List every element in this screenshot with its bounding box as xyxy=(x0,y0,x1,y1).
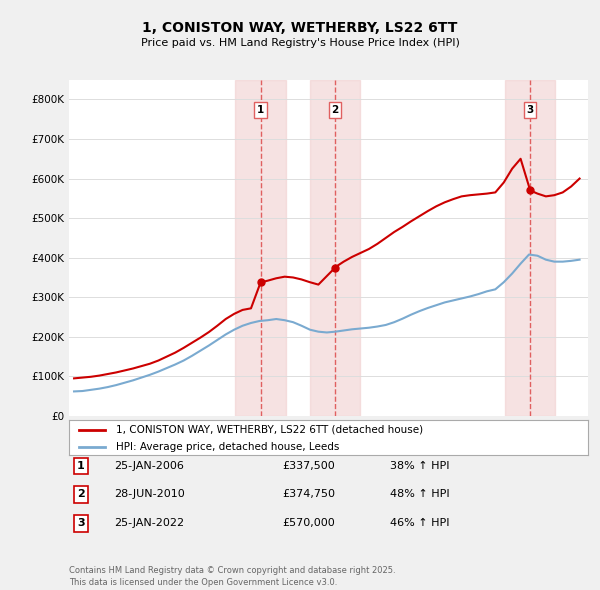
Text: £570,000: £570,000 xyxy=(282,519,335,528)
Bar xyxy=(310,80,361,416)
Text: Price paid vs. HM Land Registry's House Price Index (HPI): Price paid vs. HM Land Registry's House … xyxy=(140,38,460,48)
Text: 25-JAN-2022: 25-JAN-2022 xyxy=(114,519,184,528)
Text: 46% ↑ HPI: 46% ↑ HPI xyxy=(390,519,449,528)
Text: 28-JUN-2010: 28-JUN-2010 xyxy=(114,490,185,499)
Bar xyxy=(235,80,286,416)
Text: £337,500: £337,500 xyxy=(282,461,335,471)
Text: 1: 1 xyxy=(77,461,85,471)
Text: HPI: Average price, detached house, Leeds: HPI: Average price, detached house, Leed… xyxy=(116,442,339,451)
Text: 3: 3 xyxy=(77,519,85,528)
Text: 1, CONISTON WAY, WETHERBY, LS22 6TT: 1, CONISTON WAY, WETHERBY, LS22 6TT xyxy=(142,21,458,35)
Text: £374,750: £374,750 xyxy=(282,490,335,499)
Text: 2: 2 xyxy=(77,490,85,499)
Text: 38% ↑ HPI: 38% ↑ HPI xyxy=(390,461,449,471)
Text: 48% ↑ HPI: 48% ↑ HPI xyxy=(390,490,449,499)
Text: 25-JAN-2006: 25-JAN-2006 xyxy=(114,461,184,471)
Text: 1, CONISTON WAY, WETHERBY, LS22 6TT (detached house): 1, CONISTON WAY, WETHERBY, LS22 6TT (det… xyxy=(116,425,423,435)
Text: 1: 1 xyxy=(257,105,264,115)
Text: 2: 2 xyxy=(331,105,338,115)
Bar xyxy=(505,80,556,416)
Text: Contains HM Land Registry data © Crown copyright and database right 2025.
This d: Contains HM Land Registry data © Crown c… xyxy=(69,566,395,587)
Text: 3: 3 xyxy=(527,105,534,115)
